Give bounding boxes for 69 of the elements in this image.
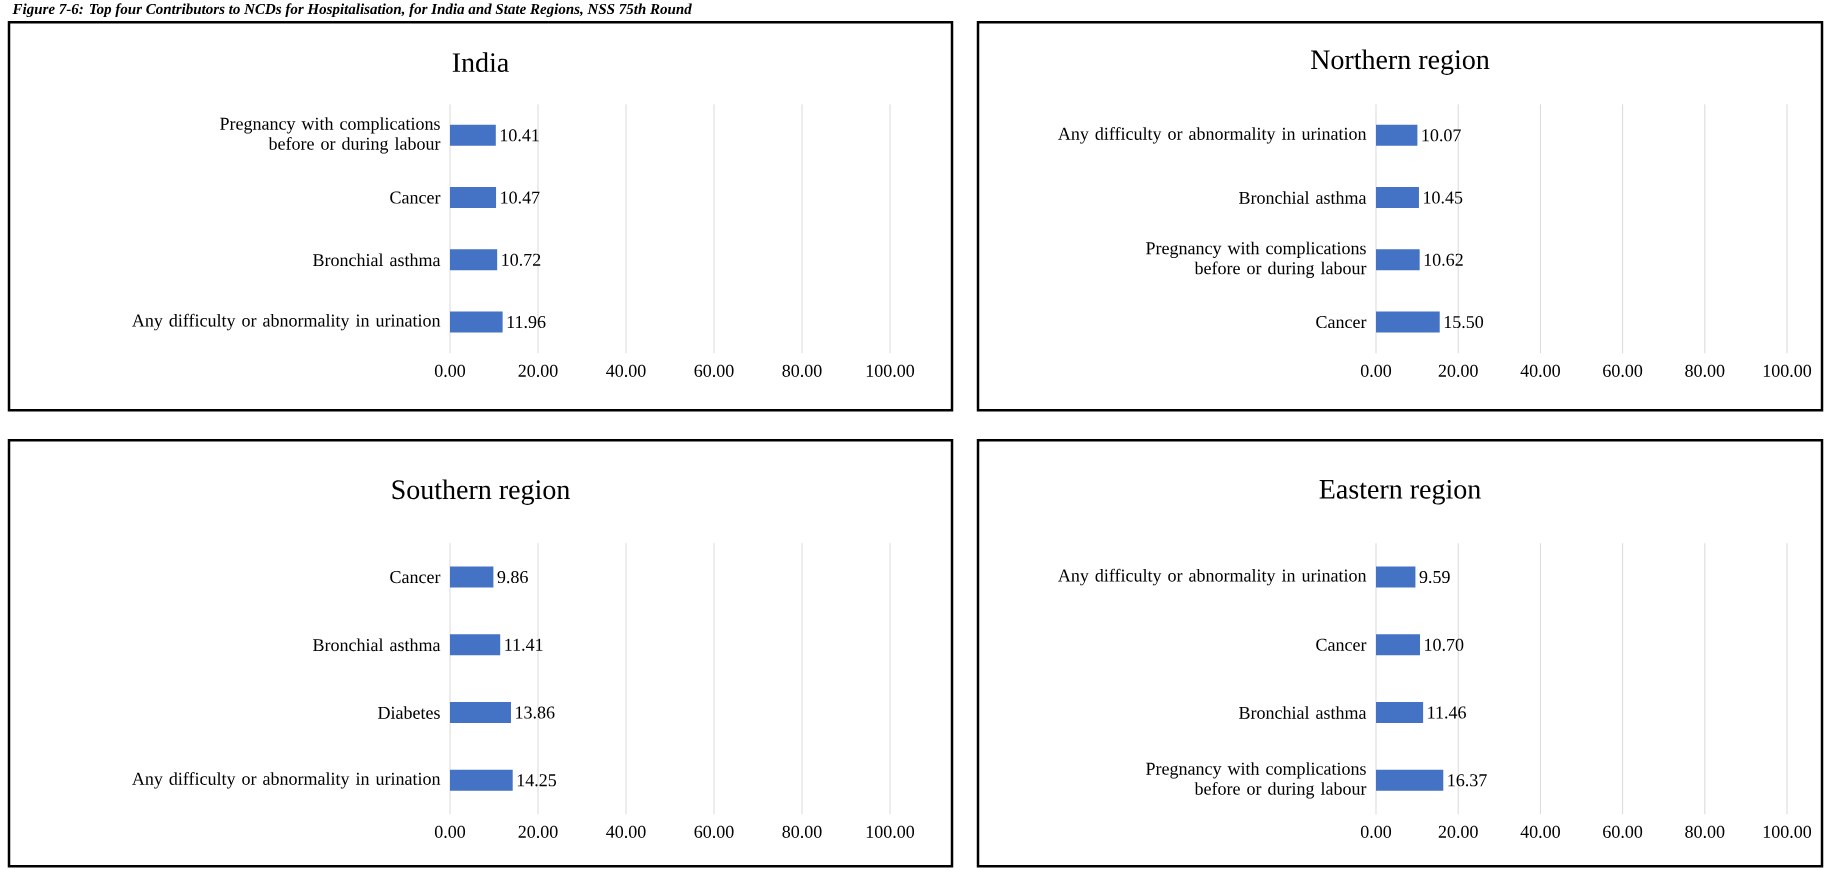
y-tick-label: Any difficulty or abnormality in urination [1058,568,1367,586]
data-label: 10.45 [1424,191,1463,204]
data-label: 10.70 [1425,638,1464,651]
x-tick-label: 100.00 [1763,825,1812,838]
y-tick-label: Cancer [390,191,441,204]
y-tick-label: Bronchial asthma [313,253,441,267]
bar [1376,769,1444,791]
data-label: 11.41 [505,638,543,651]
x-tick-label: 40.00 [606,364,646,377]
y-tick-label: Bronchial asthma [1239,706,1367,719]
x-tick-label: 0.00 [434,364,466,377]
bar [1376,249,1420,271]
x-tick-label: 40.00 [1520,825,1560,838]
chart-title: Eastern region [1319,479,1481,505]
data-label: 14.25 [517,774,557,787]
y-tick-label: Any difficulty or abnormality in urination [132,313,441,331]
y-tick-label: Cancer [390,570,441,584]
x-tick-label: 0.00 [1360,825,1392,838]
x-tick-label: 100.00 [866,364,915,377]
bar [1376,311,1440,333]
x-tick-label: 20.00 [518,364,558,377]
data-label: 10.47 [501,191,540,204]
x-tick-label: 80.00 [782,364,822,377]
x-tick-label: 20.00 [1438,825,1478,838]
x-tick-label: 40.00 [606,825,646,838]
data-label: 13.86 [516,706,555,719]
x-tick-label: 60.00 [1603,825,1643,838]
y-tick-label: Cancer [1316,315,1367,329]
data-label: 10.62 [1424,253,1463,266]
bar [1376,186,1419,208]
bar [1376,634,1420,656]
y-tick-label: Pregnancy with complications before or during labour [220,117,441,154]
y-tick-label: Bronchial asthma [1239,191,1367,204]
data-label: 15.50 [1444,315,1484,329]
data-label: 11.96 [507,315,546,329]
data-label: 10.07 [1422,129,1461,142]
x-tick-label: 60.00 [1603,364,1643,377]
data-label: 16.37 [1448,774,1487,787]
y-tick-label: Any difficulty or abnormality in urination [1058,126,1367,144]
x-tick-label: 80.00 [1685,825,1725,838]
data-label: 9.59 [1419,570,1450,584]
x-tick-label: 20.00 [518,825,558,838]
y-tick-label: Cancer [1316,638,1367,651]
x-tick-label: 100.00 [1763,364,1812,377]
y-tick-label: Pregnancy with complications before or during labour [1146,762,1367,799]
chart-title: India [452,52,509,72]
x-tick-label: 40.00 [1520,364,1560,377]
x-tick-label: 0.00 [1360,364,1392,377]
x-tick-label: 80.00 [782,825,822,838]
y-tick-label: Any difficulty or abnormality in urination [132,771,441,789]
y-tick-label: Bronchial asthma [313,638,441,652]
bar [1376,566,1416,588]
x-tick-label: 60.00 [694,825,734,838]
chart-title: Northern region [1311,49,1490,75]
data-label: 10.41 [500,129,539,142]
x-tick-label: 20.00 [1438,364,1478,377]
data-label: 10.72 [502,253,541,266]
x-tick-label: 80.00 [1685,364,1725,377]
caption: Figure 7-6: Top four Contributors to NCDs for Hospitalisation, for India and State Regions, NSS 75th Round [12,3,692,17]
bar [1376,701,1424,723]
chart-title: Southern region [392,479,570,505]
y-tick-label: Diabetes [378,706,440,719]
y-tick-label: Pregnancy with complications before or during labour [1146,241,1367,278]
x-tick-label: 0.00 [434,825,466,838]
data-label: 9.86 [497,570,528,584]
x-tick-label: 100.00 [866,825,915,838]
x-tick-label: 60.00 [694,364,734,377]
data-label: 11.46 [1428,706,1466,719]
bar [1376,124,1418,146]
